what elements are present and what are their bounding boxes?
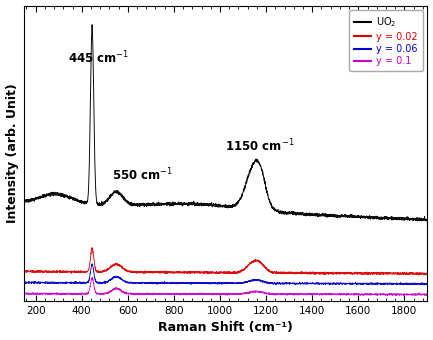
X-axis label: Raman Shift (cm⁻¹): Raman Shift (cm⁻¹) [158, 321, 293, 335]
Legend: UO$_2$, y = 0.02, y = 0.06, y = 0.1: UO$_2$, y = 0.02, y = 0.06, y = 0.1 [349, 11, 423, 71]
Text: 1150 cm$^{-1}$: 1150 cm$^{-1}$ [225, 137, 294, 154]
Y-axis label: Intensity (arb. Unit): Intensity (arb. Unit) [6, 83, 19, 223]
Text: 550 cm$^{-1}$: 550 cm$^{-1}$ [112, 167, 173, 183]
Text: 445 cm$^{-1}$: 445 cm$^{-1}$ [68, 50, 129, 66]
